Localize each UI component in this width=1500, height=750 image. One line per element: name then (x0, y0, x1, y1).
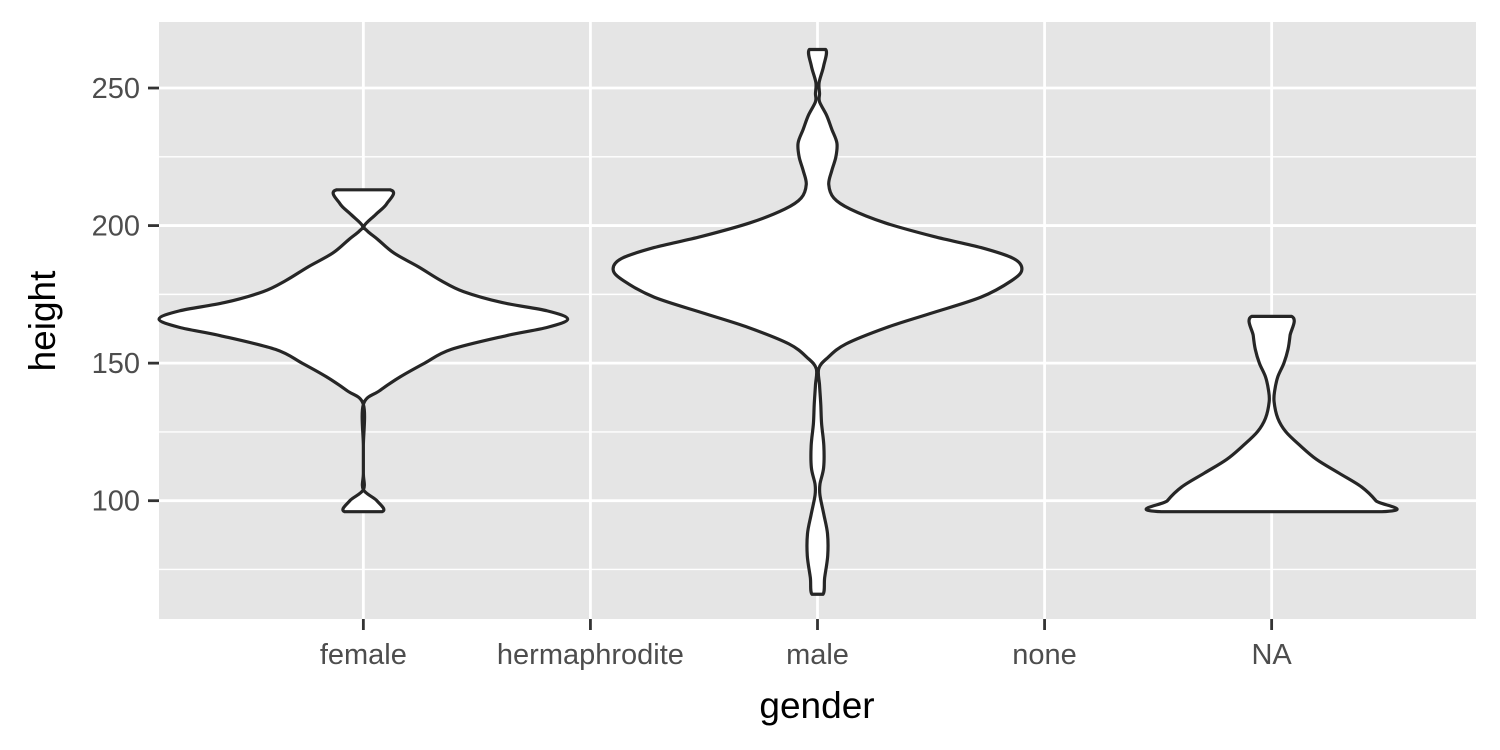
x-tick-label: female (320, 639, 407, 671)
x-tick-label: none (1012, 639, 1077, 671)
x-axis-title: gender (759, 685, 874, 726)
violins (157, 47, 1399, 596)
x-tick-label: male (786, 639, 849, 671)
x-tick-label: hermaphrodite (497, 639, 684, 671)
x-tick-label: NA (1251, 639, 1292, 671)
x-axis-ticks: female hermaphrodite male none NA (320, 619, 1292, 671)
violin-female (157, 188, 570, 514)
y-tick-label: 200 (92, 211, 140, 243)
y-axis-ticks: 100 150 200 250 (92, 73, 159, 518)
violin-male (611, 47, 1024, 596)
y-tick-label: 150 (92, 348, 140, 380)
y-tick-label: 250 (92, 73, 140, 105)
y-tick-label: 100 (92, 486, 140, 518)
y-axis-title: height (22, 270, 63, 372)
violin-na (1144, 314, 1399, 514)
